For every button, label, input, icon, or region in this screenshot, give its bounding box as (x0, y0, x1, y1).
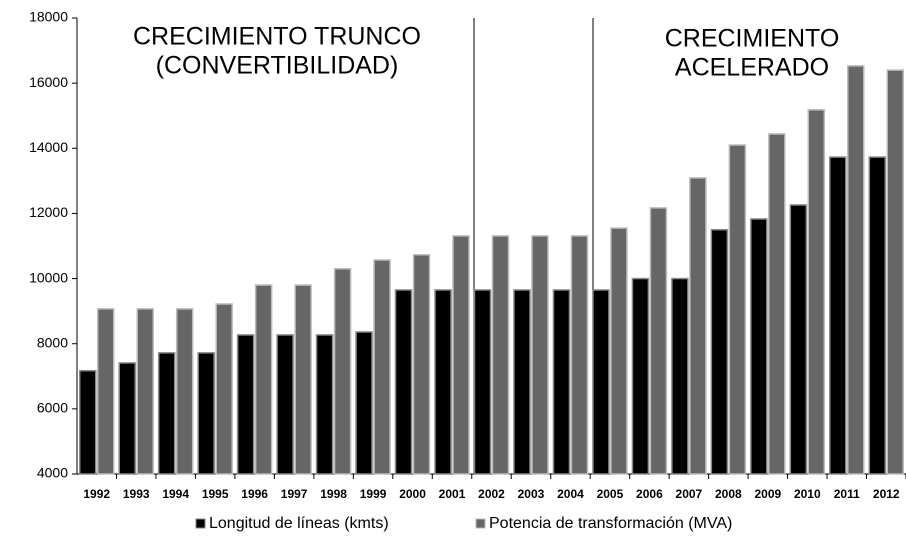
bar (807, 109, 826, 475)
bar (315, 334, 334, 475)
x-tick-label: 2004 (557, 487, 584, 501)
x-tick-label: 1998 (320, 487, 347, 501)
x-tick-label: 1994 (162, 487, 189, 501)
bar (631, 277, 650, 475)
x-tick-label: 2010 (794, 487, 821, 501)
bar (513, 289, 531, 475)
bar (868, 156, 887, 475)
bar (610, 227, 628, 475)
bar (570, 235, 589, 475)
bar (215, 303, 233, 475)
bar (412, 254, 431, 475)
legend-swatch (195, 518, 206, 529)
bar (671, 277, 689, 475)
legend-label: Longitud de líneas (kmts) (209, 515, 389, 532)
annotation: CRECIMIENTO TRUNCO (133, 23, 421, 51)
bar (254, 284, 273, 475)
bar (689, 177, 707, 475)
legend-swatch (475, 518, 486, 529)
x-tick-label: 2011 (834, 487, 860, 501)
x-tick-label: 1993 (123, 487, 150, 501)
x-tick-label: 2009 (754, 487, 781, 501)
bar (355, 331, 373, 475)
x-tick-label: 1997 (281, 487, 308, 501)
x-tick-label: 2007 (676, 487, 703, 501)
bar (649, 207, 668, 475)
bar (96, 308, 115, 475)
bar (197, 352, 215, 475)
x-tick-label: 2005 (597, 487, 624, 501)
bar (452, 235, 470, 475)
y-tick-label: 8000 (37, 334, 68, 350)
bar (847, 65, 865, 475)
bar (78, 369, 97, 475)
bar (394, 289, 413, 475)
bar (294, 284, 312, 475)
x-tick-label: 1999 (360, 487, 387, 501)
bar (175, 308, 194, 475)
bar (236, 334, 255, 475)
x-tick-label: 2000 (399, 487, 426, 501)
y-tick-label: 14000 (29, 139, 68, 155)
bar (728, 144, 747, 475)
legend-label: Potencia de transformación (MVA) (489, 515, 732, 532)
bar (789, 204, 808, 475)
x-tick-label: 1992 (83, 487, 110, 501)
bar (373, 259, 391, 475)
bar (592, 289, 610, 475)
bar (829, 156, 847, 475)
bar (276, 334, 294, 475)
x-tick-label: 2006 (636, 487, 663, 501)
x-tick-label: 2008 (715, 487, 742, 501)
bar (531, 235, 549, 475)
bar (136, 308, 154, 475)
y-tick-label: 4000 (37, 465, 68, 481)
annotation: ACELERADO (675, 54, 829, 82)
x-tick-label: 2003 (518, 487, 545, 501)
bar (710, 228, 729, 475)
annotation: CRECIMIENTO (665, 25, 840, 53)
bar (768, 133, 786, 475)
bar (552, 289, 571, 475)
bar (434, 289, 452, 475)
bar (491, 235, 510, 475)
bar (157, 352, 176, 475)
y-tick-label: 18000 (29, 9, 68, 25)
x-tick-label: 2001 (439, 487, 466, 501)
y-tick-label: 6000 (37, 400, 68, 416)
x-tick-label: 1995 (202, 487, 229, 501)
y-tick-label: 10000 (29, 269, 68, 285)
x-tick-label: 1996 (241, 487, 268, 501)
bar (118, 362, 136, 475)
annotation: (CONVERTIBILIDAD) (156, 52, 399, 80)
bar (750, 218, 768, 475)
y-tick-label: 16000 (29, 74, 68, 90)
bar (886, 69, 905, 475)
x-tick-label: 2012 (873, 487, 900, 501)
bar (333, 268, 352, 475)
bar (473, 289, 492, 475)
y-tick-label: 12000 (29, 204, 68, 220)
x-tick-label: 2002 (478, 487, 505, 501)
